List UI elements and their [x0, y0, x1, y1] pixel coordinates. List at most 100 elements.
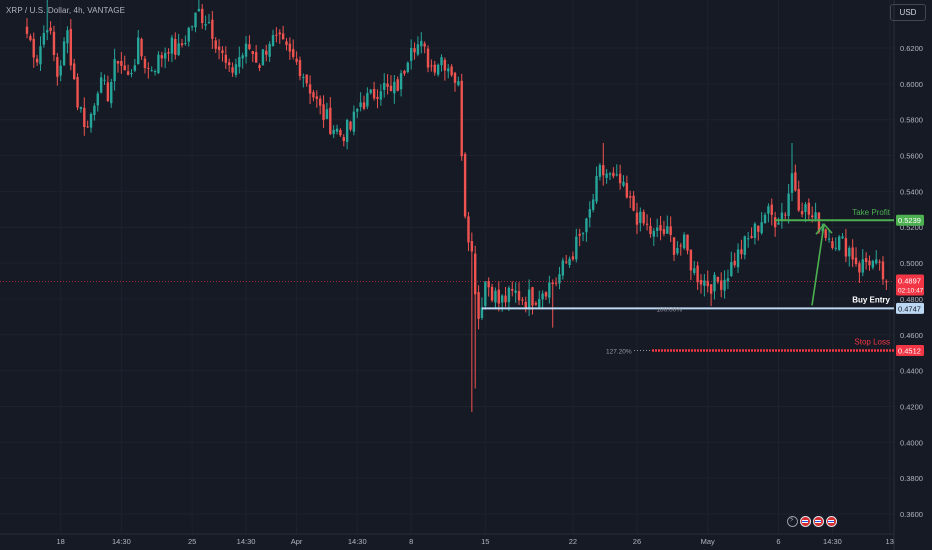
candle-body	[248, 44, 251, 50]
candle-body	[864, 258, 868, 263]
candle-body	[827, 238, 831, 240]
candle-body	[868, 260, 871, 266]
candle-body	[113, 59, 116, 82]
candle-body	[298, 60, 302, 77]
candle-body	[531, 287, 534, 306]
candle-body	[285, 41, 288, 46]
lightning-icon[interactable]	[787, 515, 798, 527]
candle-body	[834, 247, 837, 249]
candle-body	[780, 212, 784, 221]
candle-body	[251, 51, 254, 55]
candle-body	[217, 46, 221, 50]
candle-body	[544, 292, 548, 297]
candle-body	[409, 48, 413, 61]
candle-body	[302, 76, 305, 78]
candle-body	[699, 279, 703, 285]
candle-body	[228, 62, 231, 66]
candle-body	[463, 153, 467, 217]
candle-body	[153, 70, 157, 73]
candle-body	[440, 57, 443, 66]
candle-body	[662, 229, 666, 234]
price-tick-label: 0.5800	[900, 116, 923, 125]
candle-body	[777, 222, 780, 225]
candle-body	[615, 174, 618, 176]
candle-body	[703, 280, 706, 286]
candle-body	[329, 107, 332, 134]
price-tick-label: 0.4000	[900, 438, 923, 447]
us-flag-icon[interactable]	[800, 516, 811, 527]
candle-body	[150, 70, 153, 72]
candle-body	[116, 60, 120, 64]
candle-body	[581, 233, 585, 235]
candle-body	[588, 209, 591, 218]
candle-body	[811, 215, 814, 218]
candle-body	[426, 48, 430, 68]
candle-body	[800, 211, 804, 215]
us-flag-icon[interactable]	[813, 516, 824, 527]
candle-body	[851, 247, 854, 260]
time-tick-label: 18	[57, 537, 65, 546]
candle-body	[39, 46, 42, 65]
us-flag-icon[interactable]	[826, 516, 837, 527]
candle-body	[413, 48, 416, 53]
candle-body	[541, 293, 544, 300]
candle-body	[359, 102, 362, 108]
candle-body	[824, 229, 827, 238]
candle-body	[322, 104, 325, 120]
candle-body	[35, 58, 39, 63]
candle-body	[62, 41, 66, 66]
candle-body	[575, 236, 578, 260]
candle-body	[507, 287, 511, 303]
candle-body	[180, 43, 184, 46]
currency-button[interactable]: USD	[890, 4, 926, 21]
candle-body	[622, 181, 625, 186]
candle-body	[605, 173, 608, 178]
candle-body	[713, 274, 716, 292]
price-tick-label: 0.4200	[900, 402, 923, 411]
candle-body	[787, 193, 790, 216]
candle-body	[46, 30, 49, 33]
candle-body	[500, 295, 504, 303]
event-badges	[787, 515, 837, 527]
candle-body	[96, 93, 99, 106]
symbol-title: XRP / U.S. Dollar, 4h, VANTAGE	[6, 6, 126, 15]
candle-body	[477, 292, 480, 319]
price-tick-label: 0.5400	[900, 187, 923, 196]
candle-body	[352, 111, 356, 132]
candle-body	[137, 37, 140, 65]
candle-body	[271, 35, 275, 47]
candle-body	[740, 249, 743, 255]
candle-body	[433, 64, 436, 73]
candle-body	[807, 202, 811, 215]
candle-body	[362, 102, 366, 109]
candle-body	[312, 92, 315, 98]
fib-127-label: 127.20%	[606, 349, 632, 356]
candle-body	[527, 289, 531, 309]
candle-body	[295, 58, 298, 62]
candle-body	[214, 40, 217, 49]
candle-body	[332, 129, 335, 135]
candle-body	[244, 43, 248, 57]
candle-body	[595, 175, 598, 202]
candle-body	[308, 84, 312, 94]
candle-body	[110, 82, 113, 104]
candle-body	[325, 109, 329, 119]
candle-body	[551, 282, 554, 285]
candle-body	[335, 128, 339, 132]
candle-body	[86, 126, 89, 128]
candle-body	[790, 173, 794, 193]
candle-body	[672, 237, 676, 255]
time-tick-label: 14:30	[348, 537, 367, 546]
candle-body	[797, 189, 800, 211]
candle-body	[534, 302, 538, 305]
candle-body	[389, 85, 393, 92]
candle-body	[430, 65, 433, 67]
candle-body	[278, 32, 281, 35]
candle-body	[194, 12, 197, 28]
candle-body	[561, 260, 565, 276]
candle-body	[730, 262, 733, 276]
candle-body	[231, 67, 234, 73]
candle-body	[470, 241, 474, 252]
